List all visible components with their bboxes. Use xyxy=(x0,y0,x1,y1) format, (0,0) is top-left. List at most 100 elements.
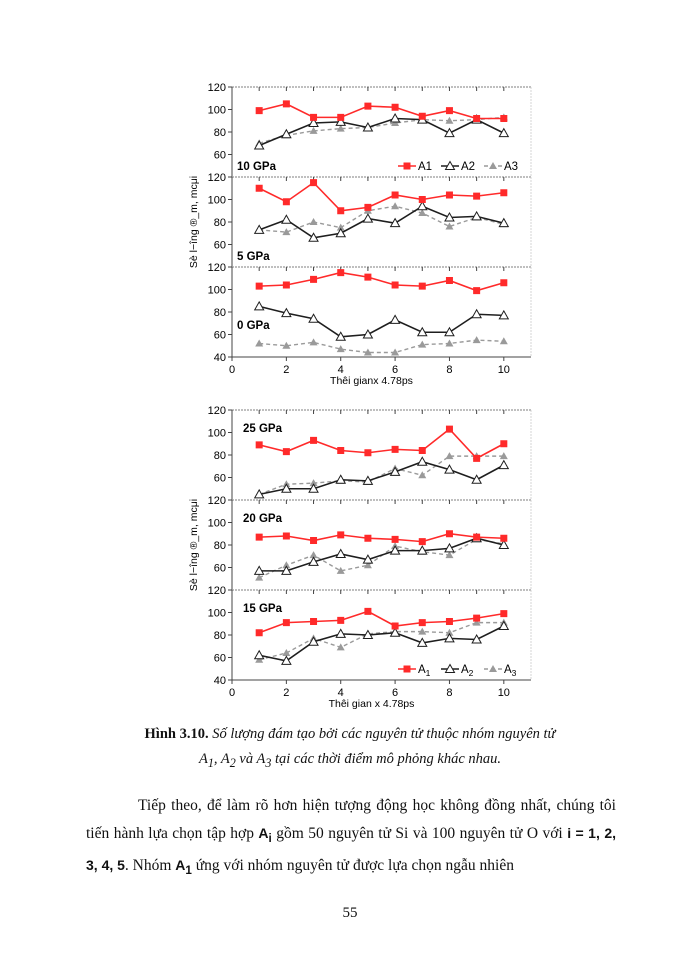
y-tick-label: 120 xyxy=(208,585,226,597)
marker-square xyxy=(255,184,263,192)
marker-square xyxy=(500,440,508,448)
marker-open-triangle xyxy=(471,210,482,221)
y-tick-label: 60 xyxy=(214,150,226,162)
series-a1 xyxy=(255,530,508,546)
y-tick-label: 80 xyxy=(214,540,226,552)
marker-square xyxy=(310,618,318,625)
panel-label: 15 GPa xyxy=(243,603,283,615)
y-tick-label: 80 xyxy=(214,217,226,229)
series-line-a2 xyxy=(258,117,505,147)
marker-square xyxy=(473,115,481,122)
legend-label-a2: A2 xyxy=(461,664,474,678)
marker-open-triangle xyxy=(444,542,455,553)
marker-square xyxy=(473,533,481,541)
marker-filled-triangle xyxy=(282,228,291,236)
series-line-a1 xyxy=(258,103,504,120)
marker-filled-triangle xyxy=(336,566,345,574)
marker-filled-triangle xyxy=(418,627,427,635)
marker-square xyxy=(418,282,426,290)
marker-open-triangle xyxy=(335,628,347,638)
panel-label: 10 GPa xyxy=(237,161,277,173)
marker-filled-triangle xyxy=(418,340,427,348)
marker-filled-triangle xyxy=(282,649,291,656)
marker-square xyxy=(364,607,372,615)
index-list: i = 1, 2, 3, 4, 5 xyxy=(86,824,616,873)
series-a2 xyxy=(253,456,510,499)
page-number: 55 xyxy=(342,905,358,921)
y-tick-label: 40 xyxy=(214,675,226,687)
marker-filled-triangle xyxy=(445,339,454,347)
y-tick-label: 80 xyxy=(214,307,226,319)
marker-square xyxy=(310,537,318,544)
marker-square xyxy=(337,113,345,121)
marker-square xyxy=(282,619,290,627)
y-axis-label: Sè l−îng ®_m, mcμi xyxy=(188,499,200,591)
series-line-a2 xyxy=(258,305,504,338)
x-tick-label: 6 xyxy=(392,687,398,699)
marker-filled-triangle xyxy=(391,348,400,356)
marker-open-triangle xyxy=(444,211,455,222)
legend-label-a1: A1 xyxy=(418,161,432,173)
marker-square xyxy=(418,619,426,627)
series-line-a3 xyxy=(259,205,504,233)
y-tick-label: 100 xyxy=(208,195,226,207)
y-tick-label: 100 xyxy=(208,105,226,117)
series-line-a1 xyxy=(258,181,504,212)
marker-square xyxy=(445,530,453,538)
marker-square xyxy=(473,614,481,622)
legend: A1 A2 A3 xyxy=(398,160,518,173)
series-line-a1 xyxy=(258,428,505,460)
marker-open-triangle xyxy=(253,300,265,311)
x-axis-label: Thêi gian x 4.78ps xyxy=(329,698,415,710)
x-tick-label: 10 xyxy=(498,364,510,376)
marker-square xyxy=(500,115,508,122)
marker-square xyxy=(391,191,399,199)
marker-open-triangle xyxy=(444,632,455,643)
series-a2 xyxy=(253,300,510,341)
marker-open-triangle xyxy=(444,160,456,170)
marker-square xyxy=(255,282,263,290)
marker-square xyxy=(418,538,426,546)
marker-filled-triangle xyxy=(445,551,454,559)
panel-label: 20 GPa xyxy=(243,513,283,525)
marker-square xyxy=(500,279,508,287)
marker-open-triangle xyxy=(362,554,374,564)
panel-25gpa: 60 80 100 120 25 GPa xyxy=(208,405,532,500)
series-line-a3 xyxy=(258,455,504,496)
x-tick-label: 6 xyxy=(392,364,398,376)
marker-square xyxy=(391,622,399,630)
y-tick-label: 120 xyxy=(208,82,226,94)
marker-square xyxy=(364,102,372,110)
caption-text: Số lượng đám tạo bởi các nguyên tử thuộc… xyxy=(198,726,556,770)
marker-open-triangle xyxy=(253,139,265,150)
y-tick-label: 80 xyxy=(214,450,226,462)
y-tick-label: 80 xyxy=(214,127,226,139)
panel-5gpa: 60 80 100 120 5 GPa xyxy=(208,172,532,267)
x-tick-label: 4 xyxy=(338,364,344,376)
y-tick-label: 100 xyxy=(208,608,226,620)
marker-square xyxy=(282,100,290,108)
marker-square xyxy=(391,445,399,453)
legend-label-a1: A1 xyxy=(418,664,431,678)
marker-filled-triangle xyxy=(499,337,508,345)
marker-filled-triangle xyxy=(499,452,508,460)
marker-square xyxy=(445,277,453,284)
marker-open-triangle xyxy=(253,488,265,499)
set-a1: A1 xyxy=(175,856,192,877)
set-ai: Ai xyxy=(258,824,272,845)
marker-open-triangle xyxy=(281,655,292,665)
y-tick-label: 100 xyxy=(208,285,226,297)
marker-square xyxy=(337,207,345,215)
y-tick-label: 100 xyxy=(208,428,226,440)
marker-square xyxy=(391,535,399,543)
series-a1 xyxy=(255,100,508,122)
marker-square xyxy=(282,281,290,289)
marker-open-triangle xyxy=(389,112,401,123)
marker-open-triangle xyxy=(498,309,510,320)
marker-square xyxy=(391,281,399,289)
legend-label-a3: A3 xyxy=(504,664,517,678)
marker-open-triangle xyxy=(416,456,428,466)
y-tick-label: 60 xyxy=(214,653,226,665)
marker-square xyxy=(500,534,508,542)
